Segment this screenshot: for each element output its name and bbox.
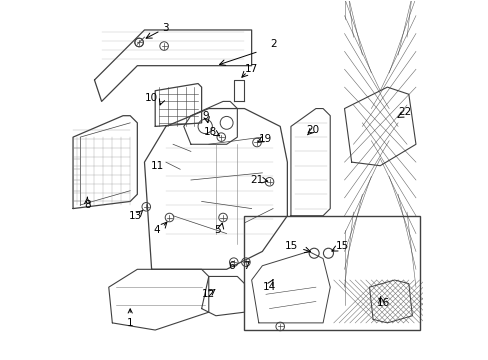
Text: 1: 1 [126,309,133,328]
Text: 13: 13 [129,211,142,221]
Text: 9: 9 [202,111,208,121]
Text: 6: 6 [228,261,235,271]
Text: 17: 17 [244,64,258,74]
Text: 5: 5 [214,225,221,235]
Text: 4: 4 [153,225,160,235]
Text: 21: 21 [250,175,263,185]
Text: 18: 18 [203,127,217,137]
Text: 11: 11 [150,161,163,171]
Text: 22: 22 [398,107,411,117]
Text: 12: 12 [202,289,215,299]
Text: 10: 10 [145,93,158,103]
Text: 7: 7 [243,261,249,271]
Text: 8: 8 [84,200,90,210]
Text: 15: 15 [335,241,348,251]
Text: 15: 15 [284,241,297,251]
Text: 19: 19 [259,134,272,144]
Text: 16: 16 [376,298,389,308]
Text: 2: 2 [269,39,276,49]
Text: 3: 3 [163,23,169,33]
Text: 14: 14 [263,282,276,292]
Text: 20: 20 [305,125,318,135]
Bar [244,216,419,330]
